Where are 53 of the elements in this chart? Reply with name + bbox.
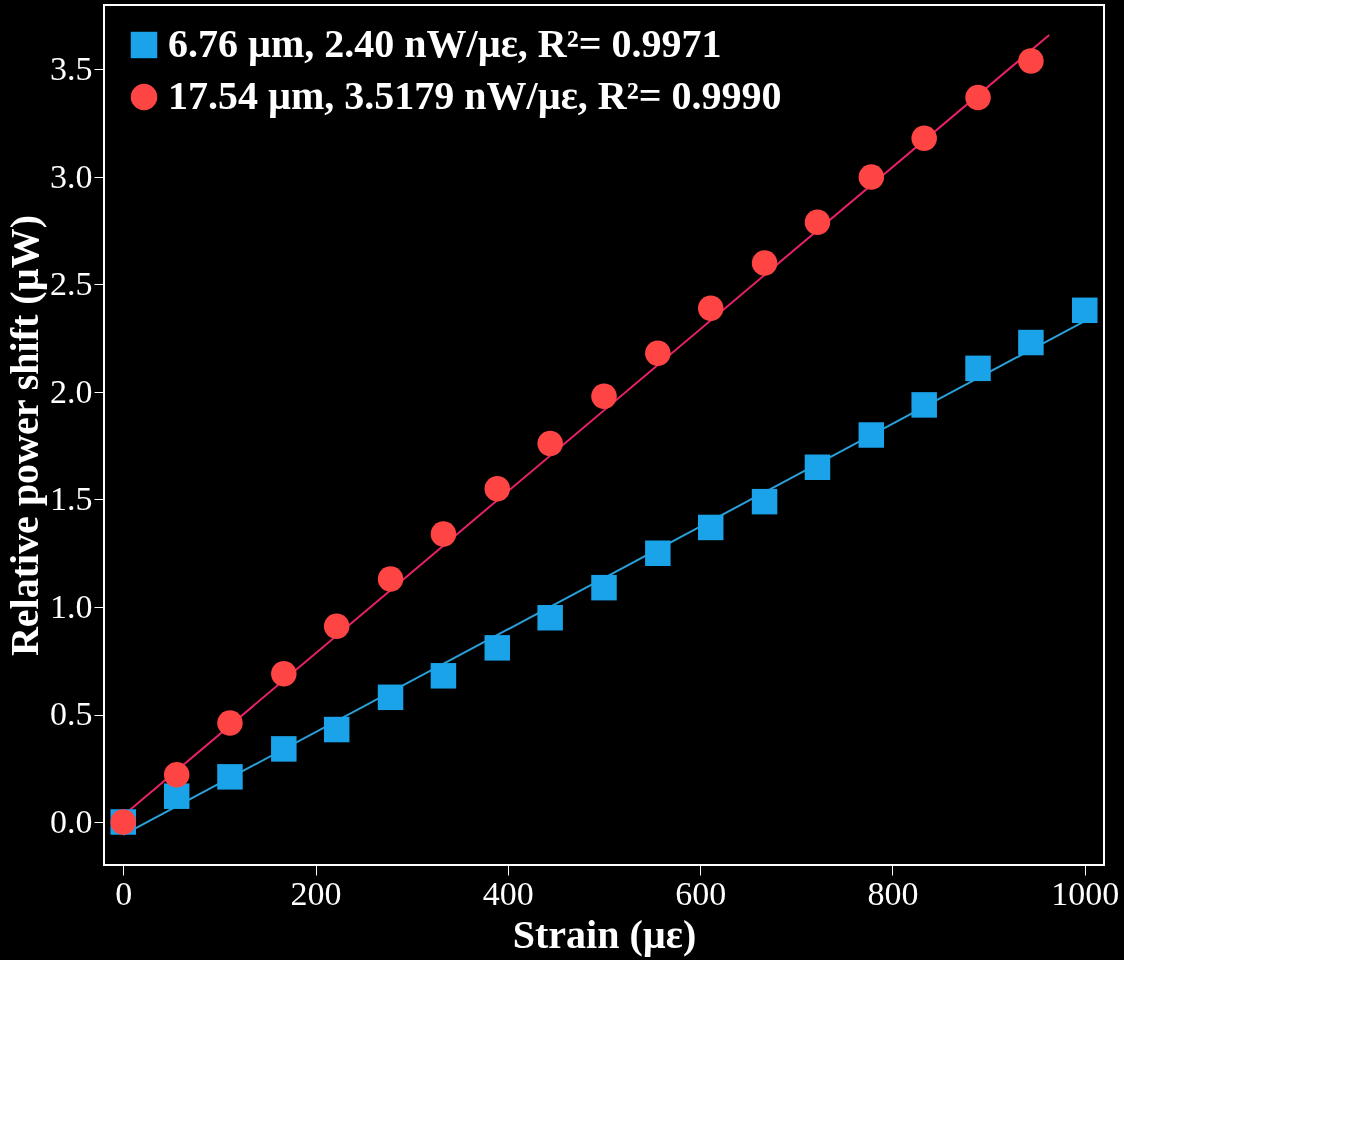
- point: [591, 574, 617, 601]
- point: [271, 736, 297, 762]
- point: [1018, 329, 1044, 356]
- x-tick-label: 0: [115, 874, 133, 912]
- x-axis-title: Strain (µε): [512, 911, 697, 957]
- point: [323, 613, 350, 640]
- x-tick-label: 200: [290, 874, 342, 912]
- point: [645, 540, 671, 566]
- point: [217, 764, 243, 790]
- point: [965, 84, 991, 111]
- point: [645, 340, 671, 367]
- point: [323, 716, 350, 743]
- point: [537, 605, 563, 631]
- point: [858, 164, 885, 190]
- point: [911, 125, 937, 152]
- y-tick-label: 3.5: [50, 50, 93, 87]
- point: [911, 392, 937, 418]
- y-tick-label: 2.5: [50, 265, 93, 302]
- point: [430, 663, 457, 689]
- point: [484, 476, 511, 502]
- point: [751, 488, 778, 515]
- y-tick-label: 1.0: [50, 587, 93, 625]
- point: [1072, 297, 1098, 324]
- point: [217, 710, 243, 736]
- point: [751, 250, 778, 276]
- y-tick-label: 0.0: [50, 802, 93, 840]
- legend-label: 17.54 µm, 3.5179 nW/µε, R²= 0.9990: [168, 73, 782, 118]
- point: [804, 454, 831, 480]
- point: [377, 566, 404, 592]
- x-tick-label: 600: [675, 874, 727, 912]
- point: [965, 355, 991, 382]
- y-tick-label: 1.5: [50, 480, 93, 517]
- y-tick-label: 0.5: [50, 695, 93, 732]
- point: [430, 521, 457, 547]
- point: [537, 430, 563, 457]
- y-tick-label: 2.0: [50, 372, 93, 410]
- x-tick-label: 800: [867, 874, 919, 912]
- point: [1018, 48, 1044, 74]
- point: [484, 635, 511, 661]
- point: [377, 684, 404, 711]
- y-tick-label: 3.0: [50, 157, 93, 195]
- point: [858, 422, 885, 448]
- point: [271, 660, 297, 687]
- legend-label: 6.76 µm, 2.40 nW/µε, R²= 0.9971: [168, 21, 722, 66]
- x-tick-label: 1000: [1051, 874, 1120, 912]
- point: [804, 209, 831, 235]
- point: [591, 383, 617, 410]
- y-axis-title: Relative power shift (µW): [2, 214, 47, 657]
- point: [163, 761, 190, 788]
- x-tick-label: 400: [482, 874, 534, 912]
- point: [697, 514, 724, 541]
- point: [163, 783, 190, 809]
- point: [697, 295, 724, 321]
